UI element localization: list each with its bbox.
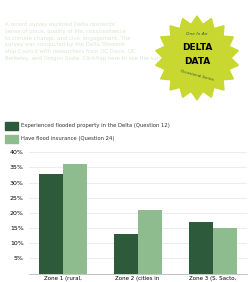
Text: Experienced flooded property in the Delta (Question 12): Experienced flooded property in the Delt… (21, 123, 170, 128)
Polygon shape (156, 16, 238, 100)
Bar (114, 234, 137, 274)
Bar (39, 173, 62, 274)
Text: Occasional Series: Occasional Series (180, 70, 214, 82)
Text: Delta Residents Survey: Delta Residents Survey (5, 8, 160, 21)
Bar (62, 164, 87, 274)
FancyBboxPatch shape (5, 135, 18, 143)
Bar (188, 222, 213, 274)
Text: DATA: DATA (184, 58, 210, 67)
Bar (137, 210, 162, 274)
FancyBboxPatch shape (5, 122, 18, 130)
Text: Have flood insurance (Question 24): Have flood insurance (Question 24) (21, 136, 115, 141)
Text: A recent survey explored Delta residents’
sense of place, quality of life, risks: A recent survey explored Delta residents… (5, 22, 169, 61)
Bar (213, 228, 237, 274)
Text: DELTA: DELTA (182, 43, 212, 52)
Text: One In An: One In An (186, 32, 208, 36)
